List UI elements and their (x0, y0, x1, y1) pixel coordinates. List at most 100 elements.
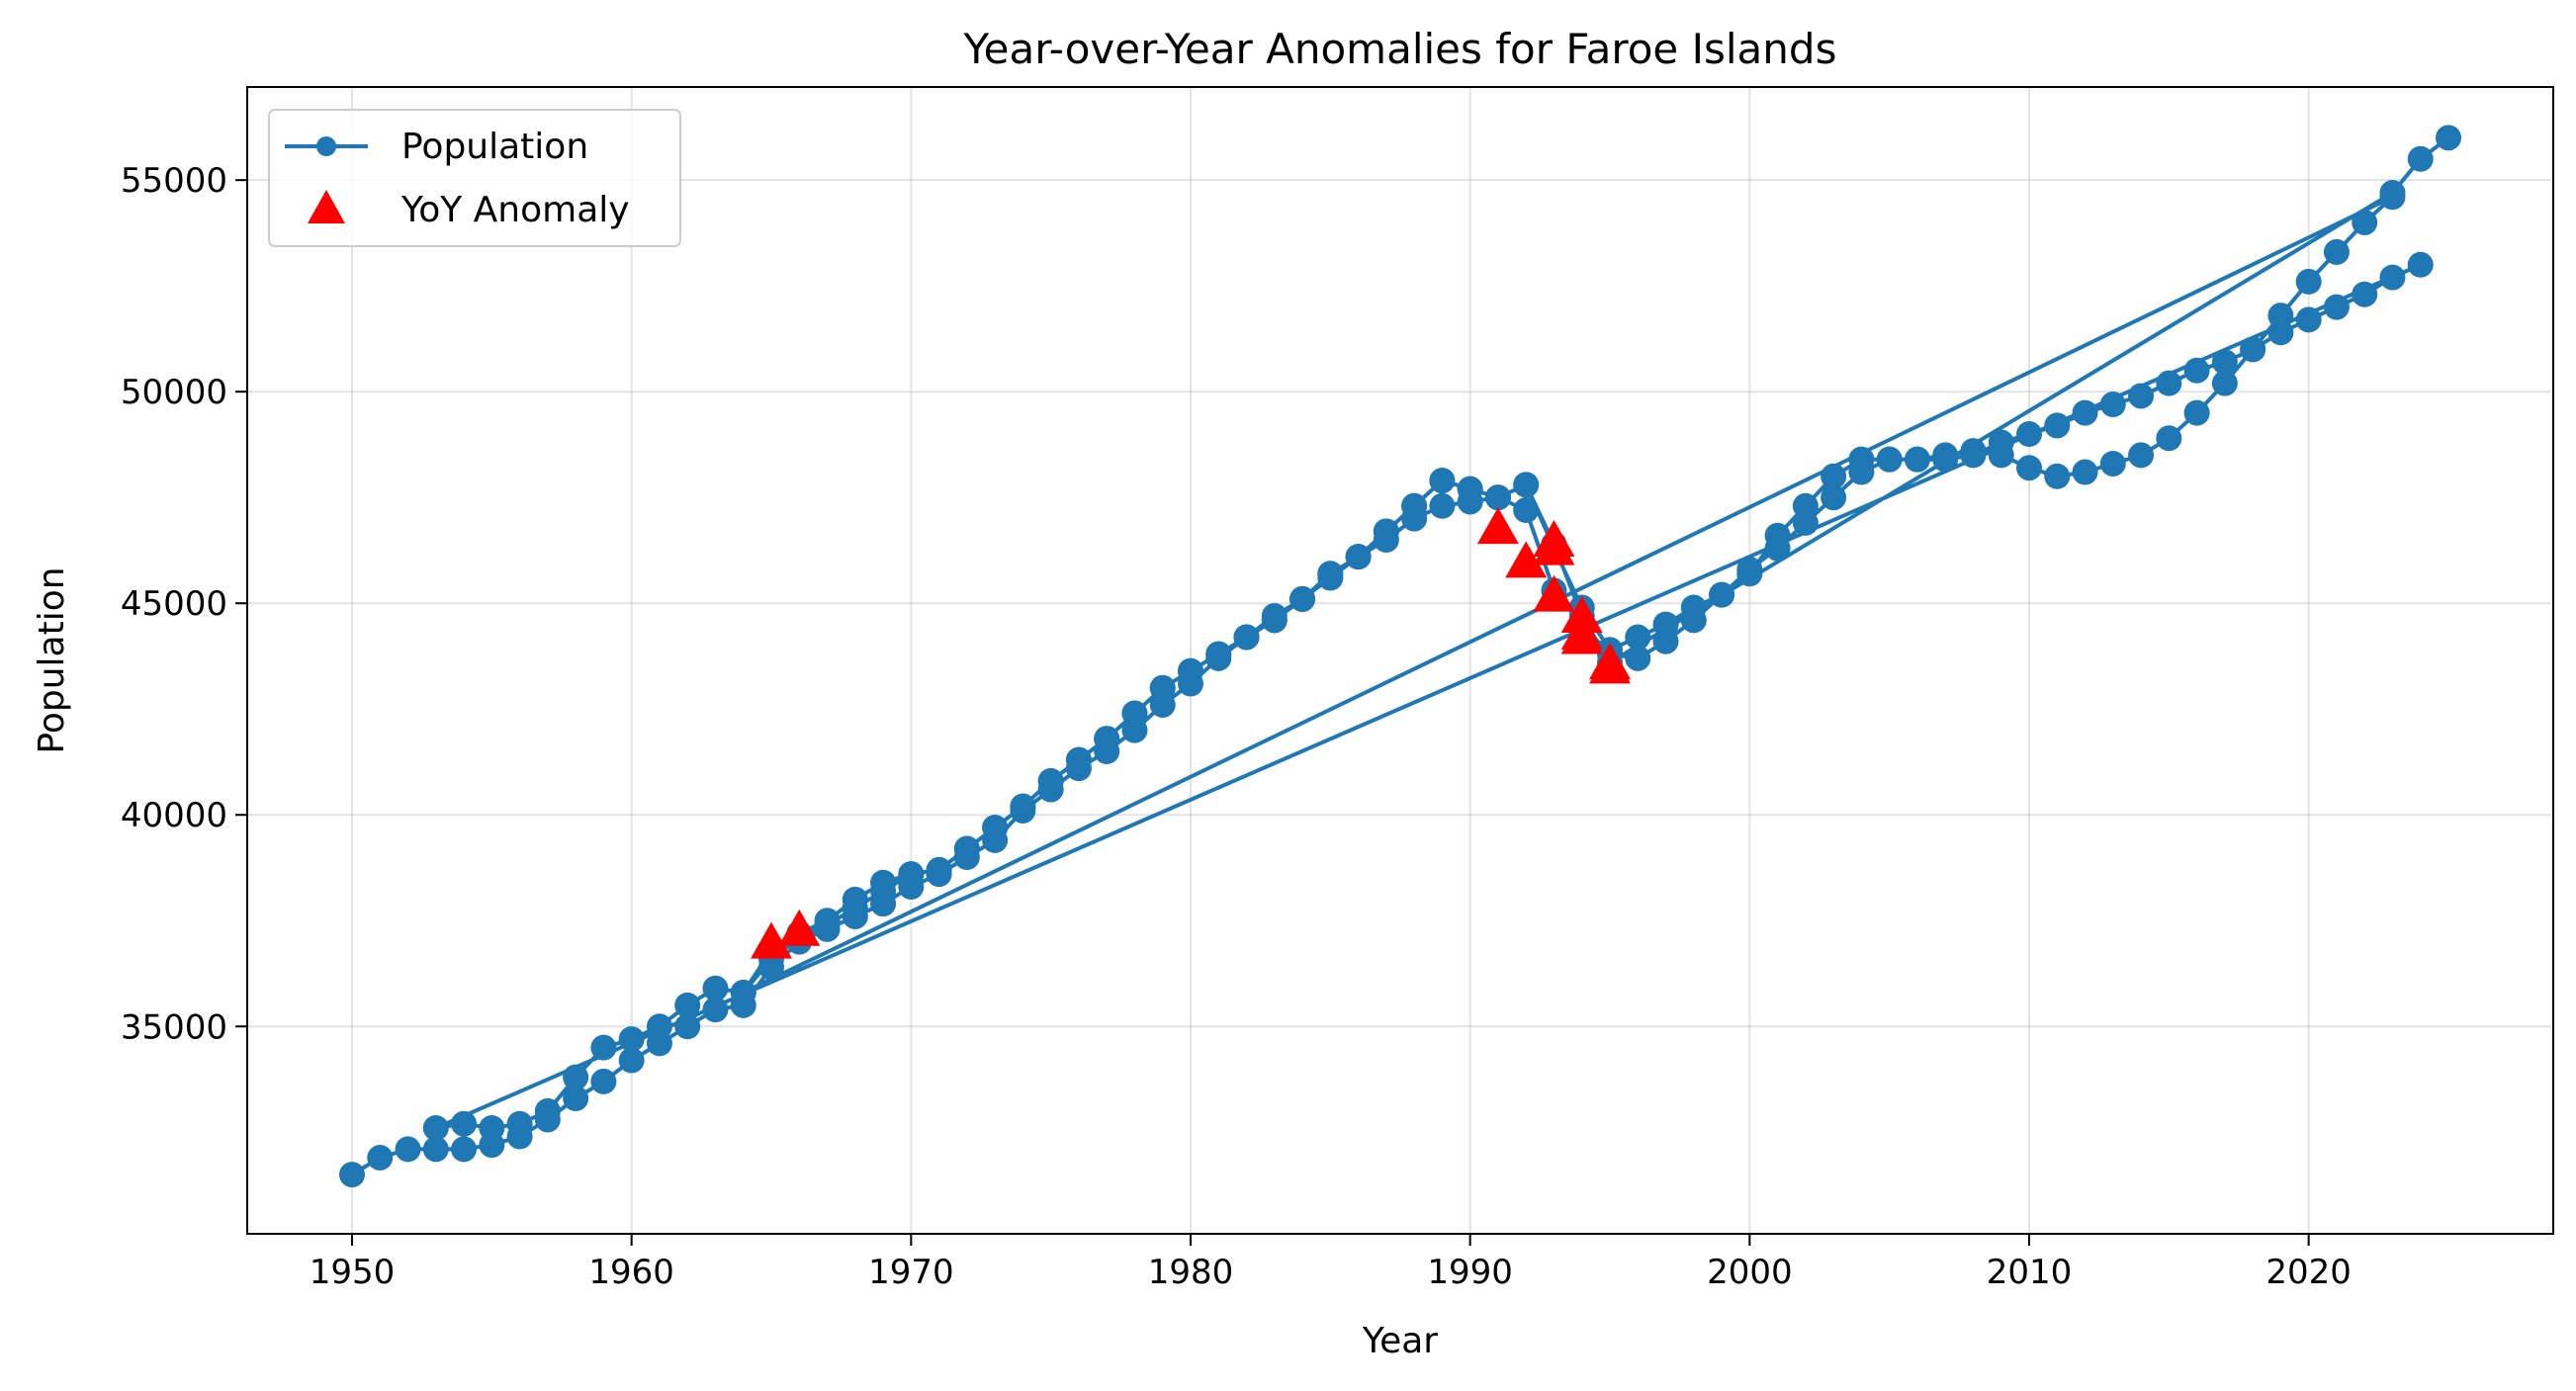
anomaly-markers (751, 507, 1631, 959)
data-point-population (618, 1026, 645, 1053)
plot-area-series (339, 125, 2461, 1188)
data-point-population (618, 1047, 645, 1074)
data-point-population (1709, 581, 1735, 608)
data-point-population (2436, 125, 2461, 151)
data-point-population (1848, 446, 1875, 473)
data-point-population (674, 992, 701, 1018)
data-point-population (2240, 336, 2266, 363)
data-point-population (1010, 793, 1036, 820)
data-point-population (1876, 446, 1903, 473)
data-point-population (1429, 492, 1456, 519)
data-point-population (1625, 624, 1651, 651)
x-tick-label: 2020 (2265, 1253, 2352, 1292)
data-point-population (702, 997, 729, 1023)
data-point-population (1037, 767, 1064, 794)
data-point-population (2352, 281, 2378, 307)
data-point-population (1317, 561, 1344, 587)
x-tick-label: 1990 (1427, 1253, 1513, 1292)
data-point-population (1652, 611, 1679, 638)
data-point-population (1513, 472, 1540, 498)
data-point-population (2323, 294, 2350, 320)
data-point-population (2211, 370, 2238, 396)
data-point-population (590, 1068, 617, 1094)
data-point-population (479, 1114, 505, 1141)
data-point-population (1233, 624, 1260, 651)
data-point-population (2128, 383, 2155, 409)
x-tick-label: 1980 (1148, 1253, 1234, 1292)
plot-frame (246, 86, 2554, 1235)
data-point-population (2072, 459, 2098, 485)
data-point-population (926, 856, 952, 883)
anomaly-marker (1476, 507, 1519, 545)
data-point-population (2016, 420, 2042, 447)
legend-triangle-marker (308, 190, 345, 223)
data-point-population (982, 815, 1009, 841)
data-point-population (898, 861, 925, 888)
legend-circle-marker (316, 136, 336, 156)
data-point-population (1484, 484, 1511, 511)
data-point-population (1261, 607, 1288, 634)
data-point-population (2379, 180, 2406, 207)
y-tick-label: 45000 (121, 584, 227, 624)
data-point-population (2407, 145, 2434, 172)
data-point-population (2323, 238, 2350, 265)
data-point-population (1178, 657, 1203, 684)
x-tick-label: 1960 (588, 1253, 674, 1292)
data-point-population (702, 975, 729, 1001)
data-point-population (674, 1013, 701, 1040)
data-point-population (1904, 446, 1930, 473)
data-point-population (451, 1110, 478, 1137)
legend-box (268, 109, 681, 247)
data-point-population (814, 912, 841, 938)
data-point-population (563, 1086, 589, 1112)
data-point-population (953, 835, 980, 862)
data-point-population (1821, 463, 1847, 489)
data-point-population (1513, 497, 1540, 524)
data-point-population (1960, 442, 1987, 469)
data-point-population (339, 1162, 365, 1188)
data-point-population (1149, 674, 1176, 701)
data-point-population (1792, 492, 1819, 519)
y-axis-ticks: 35000 40000 45000 50000 55000 (121, 161, 247, 1047)
data-point-population (1429, 468, 1456, 494)
data-point-population (534, 1097, 561, 1124)
anomaly-marker (1533, 520, 1575, 558)
data-point-population (395, 1136, 421, 1163)
data-point-population (2128, 442, 2155, 469)
legend-label-population: Population (401, 127, 588, 167)
chart-title: Year-over-Year Anomalies for Faroe Islan… (963, 25, 1837, 73)
data-point-population (2183, 357, 2210, 384)
data-point-population (2407, 251, 2434, 278)
data-point-population (2379, 264, 2406, 291)
data-point-population (2211, 349, 2238, 376)
data-point-population (1065, 746, 1092, 773)
data-point-population (1205, 641, 1232, 667)
data-point-population (2099, 391, 2126, 418)
data-point-population (2183, 399, 2210, 426)
y-axis-label: Population (32, 566, 72, 753)
data-point-population (2099, 450, 2126, 477)
data-point-population (1373, 518, 1399, 545)
anomaly-marker (1560, 617, 1603, 654)
data-point-population (730, 980, 756, 1006)
x-tick-label: 2000 (1707, 1253, 1793, 1292)
data-point-population (1764, 522, 1791, 549)
x-axis-ticks: 1950 1960 1970 1980 1990 2000 2010 2020 (310, 1234, 2352, 1292)
data-point-population (1289, 585, 1316, 612)
data-point-population (506, 1110, 533, 1137)
data-point-population (2044, 463, 2071, 489)
data-point-population (1457, 476, 1483, 502)
data-point-population (1932, 446, 1959, 473)
data-point-population (1094, 726, 1120, 752)
y-tick-label: 50000 (121, 373, 227, 412)
data-point-population (422, 1114, 449, 1141)
anomaly-marker (1533, 574, 1575, 612)
data-point-population (1736, 561, 1763, 587)
data-point-population (1988, 429, 2014, 456)
anomaly-marker (751, 921, 792, 959)
data-point-population (1821, 484, 1847, 511)
data-point-population (590, 1034, 617, 1061)
data-point-population (2352, 209, 2378, 235)
